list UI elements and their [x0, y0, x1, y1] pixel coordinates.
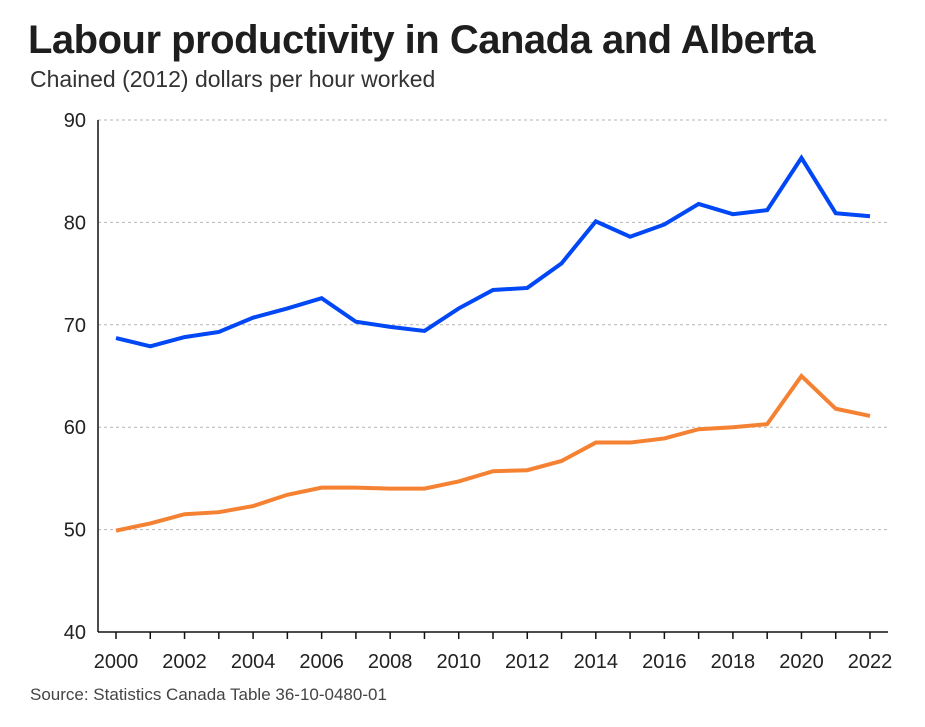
x-tick-label: 2018: [711, 651, 756, 673]
x-tick-label: 2014: [574, 651, 619, 673]
x-tick-label: 2012: [505, 651, 550, 673]
y-tick-label: 40: [64, 622, 86, 644]
series-line-2: [115, 372, 871, 533]
y-tick-label: 80: [64, 212, 86, 234]
source-note: Source: Statistics Canada Table 36-10-04…: [30, 685, 387, 704]
series-line-1: [115, 154, 871, 349]
x-tick-label: 2006: [299, 651, 344, 673]
x-tick-label: 2002: [162, 651, 207, 673]
y-tick-label: 70: [64, 315, 86, 337]
x-tick-label: 2008: [368, 651, 413, 673]
x-tick-label: 2016: [642, 651, 687, 673]
x-tick-label: 2020: [779, 651, 824, 673]
x-tick-label: 2022: [848, 651, 893, 673]
y-tick-label: 50: [64, 520, 86, 542]
y-tick-label: 90: [64, 110, 86, 132]
chart-subtitle: Chained (2012) dollars per hour worked: [30, 66, 436, 92]
x-tick-label: 2004: [231, 651, 276, 673]
y-tick-label: 60: [64, 417, 86, 439]
x-tick-label: 2010: [436, 651, 481, 673]
chart-title: Labour productivity in Canada and Albert…: [28, 18, 816, 62]
x-tick-label: 2000: [94, 651, 139, 673]
